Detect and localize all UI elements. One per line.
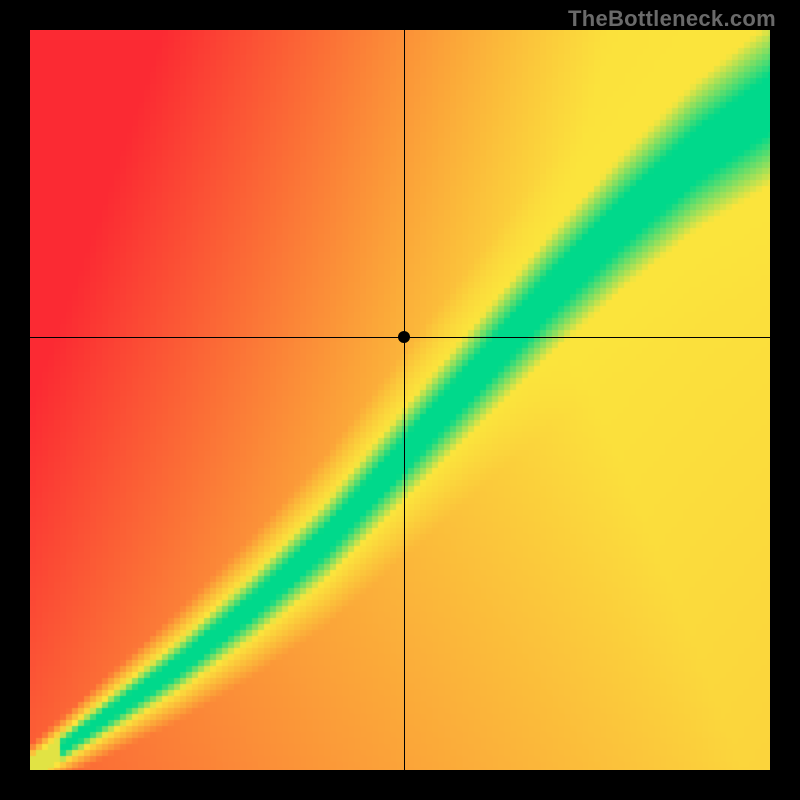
heatmap-canvas <box>30 30 770 770</box>
watermark-text: TheBottleneck.com <box>568 6 776 32</box>
crosshair-marker[interactable] <box>398 331 410 343</box>
crosshair-vertical <box>404 30 405 770</box>
chart-container: TheBottleneck.com <box>0 0 800 800</box>
heatmap-plot-area <box>30 30 770 770</box>
